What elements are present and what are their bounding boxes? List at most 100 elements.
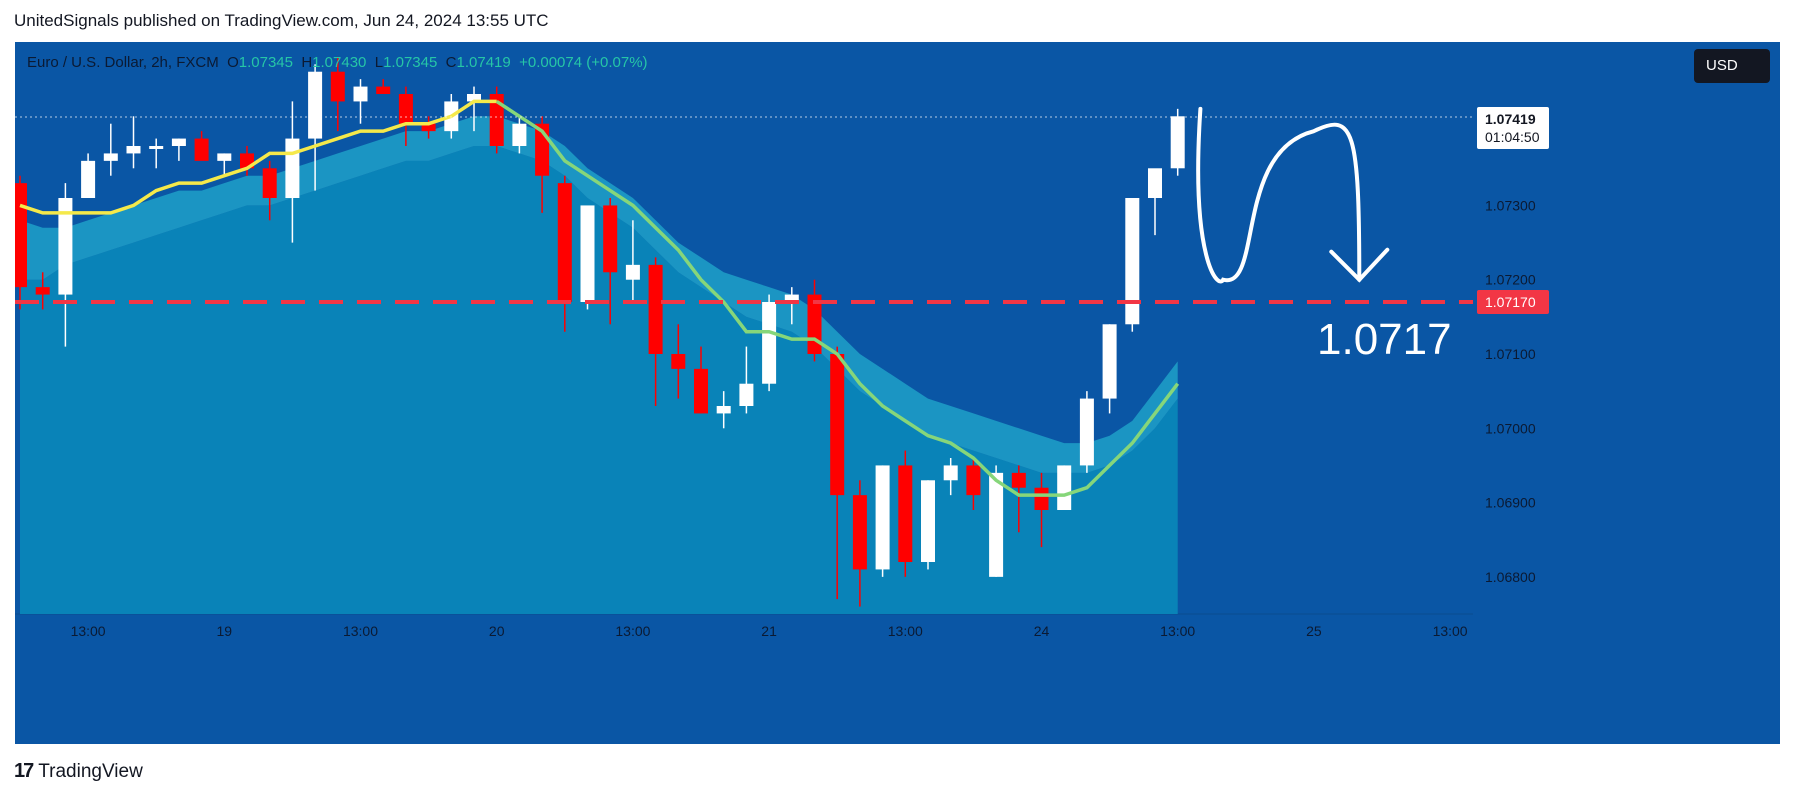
- projection-arrow-path[interactable]: [1196, 106, 1362, 284]
- candle-body: [58, 198, 73, 295]
- candle[interactable]: [308, 64, 323, 191]
- candle[interactable]: [376, 79, 391, 94]
- candle-body: [739, 383, 754, 406]
- candle-body: [648, 264, 663, 354]
- candle-body: [467, 94, 481, 102]
- candle[interactable]: [716, 391, 731, 429]
- candle-body: [1034, 487, 1049, 510]
- candle[interactable]: [648, 257, 663, 406]
- candle[interactable]: [852, 480, 867, 607]
- candle[interactable]: [194, 131, 209, 161]
- candle-body: [81, 160, 96, 198]
- candle-body: [1148, 168, 1162, 198]
- candle-body: [921, 480, 935, 562]
- chart-panel[interactable]: 1.0717 1.06800 1.06900 1.07000 1.07100 1.072…: [15, 42, 1780, 744]
- price-tick-label: 1.07100: [1485, 346, 1536, 362]
- candle[interactable]: [262, 160, 277, 221]
- candle-body: [1057, 465, 1072, 510]
- candle[interactable]: [671, 324, 686, 399]
- candle-body: [126, 146, 141, 154]
- candle[interactable]: [1170, 108, 1185, 176]
- candle[interactable]: [126, 116, 141, 169]
- candle[interactable]: [694, 346, 708, 414]
- fast-moving-average-line: [19, 99, 497, 215]
- candle-body: [103, 153, 118, 161]
- candle[interactable]: [353, 79, 368, 124]
- price-tick-label: 1.06900: [1485, 495, 1536, 511]
- time-tick-label: 13:00: [888, 623, 923, 639]
- candle-body: [15, 183, 27, 288]
- candle[interactable]: [467, 86, 481, 132]
- candle[interactable]: [81, 153, 96, 198]
- candle[interactable]: [489, 86, 504, 154]
- candle-body: [898, 465, 913, 562]
- level-price-tag[interactable]: [1477, 290, 1549, 314]
- candle[interactable]: [15, 175, 27, 310]
- candle[interactable]: [580, 205, 595, 310]
- price-chart[interactable]: 1.0717 1.06800 1.06900 1.07000 1.07100 1.072…: [15, 42, 1780, 744]
- candle[interactable]: [625, 220, 640, 302]
- candle[interactable]: [1079, 391, 1094, 473]
- time-tick-label: 13:00: [1433, 623, 1468, 639]
- candle[interactable]: [1011, 465, 1026, 533]
- slow-moving-average-line: [495, 99, 1180, 497]
- legend-close-label: C: [445, 54, 457, 71]
- time-tick-label: 13:00: [615, 623, 650, 639]
- candle-body: [830, 354, 845, 496]
- footer-brand[interactable]: 17 TradingView: [14, 760, 143, 783]
- time-tick-label: 21: [761, 623, 777, 639]
- candle[interactable]: [784, 287, 799, 325]
- candle[interactable]: [58, 183, 73, 347]
- candle[interactable]: [35, 272, 50, 310]
- candle[interactable]: [943, 458, 958, 496]
- candle[interactable]: [1102, 324, 1117, 414]
- candle[interactable]: [217, 153, 232, 176]
- currency-button[interactable]: USD: [1694, 49, 1770, 83]
- time-tick-label: 19: [217, 623, 233, 639]
- candle-body: [149, 146, 164, 149]
- legend-high: 1.07430: [312, 54, 367, 71]
- time-axis-panel[interactable]: [15, 614, 1473, 744]
- candle-body: [285, 138, 300, 198]
- candle[interactable]: [512, 116, 527, 154]
- last-price-tag[interactable]: [1477, 107, 1549, 150]
- candle-body: [1170, 116, 1185, 169]
- price-axis-panel[interactable]: [1473, 42, 1780, 744]
- candle[interactable]: [762, 294, 777, 392]
- candle[interactable]: [421, 116, 436, 139]
- candle[interactable]: [398, 86, 413, 146]
- candle-body: [625, 264, 640, 280]
- candle[interactable]: [921, 480, 935, 570]
- candle-body: [762, 302, 777, 384]
- candle[interactable]: [603, 198, 618, 325]
- candle[interactable]: [103, 123, 118, 176]
- legend-high-label: H: [301, 54, 313, 71]
- candle[interactable]: [966, 458, 981, 510]
- price-tick-label: 1.07300: [1485, 197, 1536, 213]
- time-tick-label: 13:00: [343, 623, 378, 639]
- candle-body: [716, 406, 731, 414]
- candle[interactable]: [875, 465, 890, 577]
- candle[interactable]: [898, 450, 913, 577]
- legend-open: 1.07345: [238, 54, 293, 71]
- level-annotation[interactable]: 1.0717: [1317, 315, 1452, 364]
- candle[interactable]: [557, 175, 572, 332]
- candle-body: [35, 287, 50, 295]
- arrow-head-icon: [1329, 247, 1390, 283]
- candle-body: [308, 71, 323, 139]
- candle[interactable]: [739, 346, 754, 414]
- candle-body: [171, 138, 186, 146]
- candle[interactable]: [1034, 472, 1049, 548]
- candle[interactable]: [1057, 465, 1072, 510]
- candle[interactable]: [330, 56, 345, 132]
- candle[interactable]: [171, 138, 186, 161]
- candle-body: [943, 465, 958, 481]
- candle[interactable]: [1148, 168, 1162, 236]
- candle-body: [1125, 198, 1140, 325]
- candle[interactable]: [149, 138, 164, 169]
- candle[interactable]: [830, 346, 845, 600]
- candle[interactable]: [807, 279, 822, 362]
- symbol-legend: Euro / U.S. Dollar, 2h, FXCM O1.07345 H1…: [27, 54, 648, 71]
- candle[interactable]: [989, 465, 1004, 577]
- candle[interactable]: [1125, 198, 1140, 332]
